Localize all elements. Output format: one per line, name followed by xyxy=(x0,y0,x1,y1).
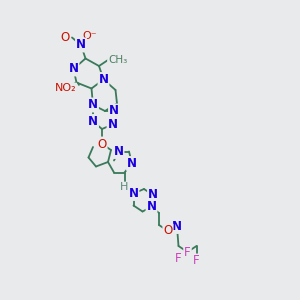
Text: N: N xyxy=(172,220,182,233)
Text: N: N xyxy=(127,157,137,170)
Text: N: N xyxy=(68,62,79,76)
Text: N: N xyxy=(76,38,86,52)
Text: N: N xyxy=(146,200,157,214)
Text: N: N xyxy=(98,73,109,86)
Text: F: F xyxy=(175,251,182,265)
Text: O⁻: O⁻ xyxy=(83,31,97,41)
Text: N: N xyxy=(148,188,158,202)
Text: F: F xyxy=(193,254,200,268)
Text: CH₃: CH₃ xyxy=(108,55,127,65)
Text: O: O xyxy=(98,137,106,151)
Text: H: H xyxy=(120,182,129,193)
Text: N: N xyxy=(128,187,139,200)
Text: N: N xyxy=(88,98,98,112)
Text: O: O xyxy=(61,31,70,44)
Text: N: N xyxy=(88,115,98,128)
Text: N: N xyxy=(109,104,119,118)
Text: NO₂: NO₂ xyxy=(55,83,76,94)
Text: F: F xyxy=(184,245,191,259)
Text: O: O xyxy=(164,224,172,238)
Text: N: N xyxy=(107,118,118,131)
Text: N: N xyxy=(113,145,124,158)
